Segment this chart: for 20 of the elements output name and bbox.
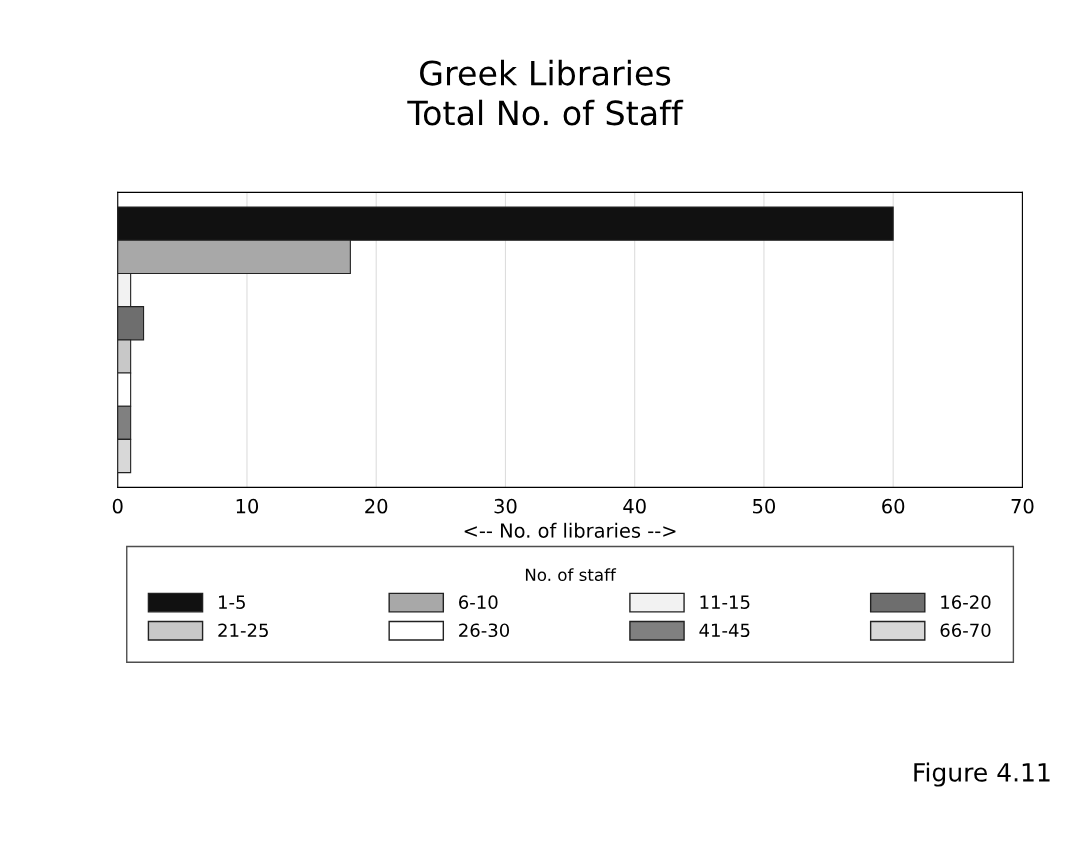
x-tick-label: 40	[623, 498, 646, 514]
caption: Figure 4.11	[914, 762, 1050, 787]
legend-label: 26-30	[459, 623, 510, 638]
legend-label: 41-45	[699, 623, 750, 638]
x-tick-label: 30	[494, 498, 517, 514]
x-axis-title: <-- No. of libraries -->	[464, 522, 676, 538]
legend-label: 21-25	[218, 623, 268, 638]
x-tick-label: 20	[365, 498, 388, 514]
legend-label: 1-5	[219, 595, 245, 609]
legend-label: 16-20	[941, 595, 991, 609]
x-tick-label: 10	[236, 498, 259, 514]
x-tick-label: 0	[112, 498, 123, 514]
legend-label: 66-70	[940, 623, 991, 638]
chart-title: Greek Libraries Total No. of Staff	[407, 59, 684, 126]
legend-label: 6-10	[459, 595, 498, 609]
legend-title: No. of staff	[525, 568, 617, 582]
x-tick-label: 70	[1011, 498, 1034, 514]
x-tick-label: 50	[753, 498, 776, 514]
x-tick-label: 60	[882, 498, 905, 514]
legend-label: 11-15	[700, 595, 750, 609]
